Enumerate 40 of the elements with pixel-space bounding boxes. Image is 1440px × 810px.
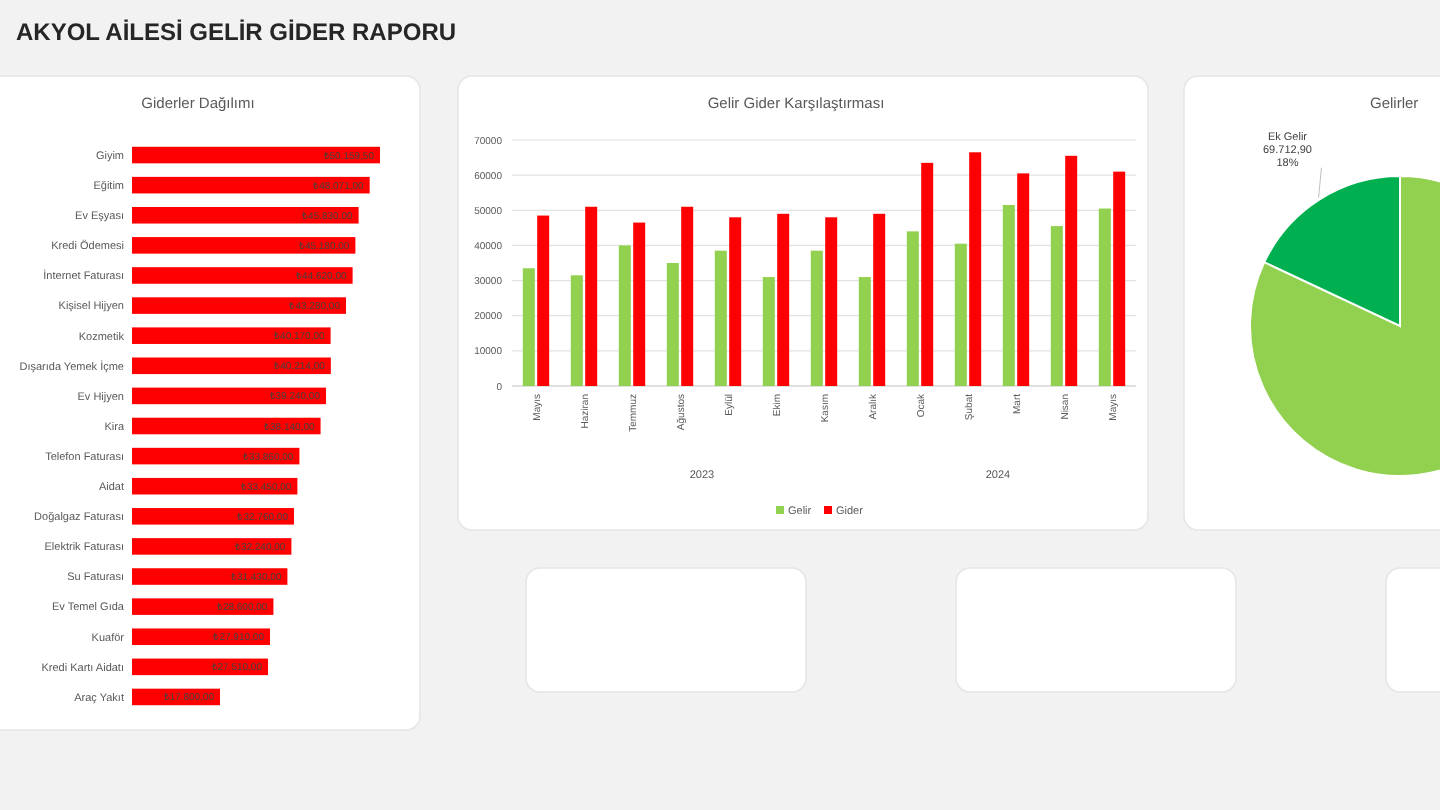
bar [1017,173,1030,386]
bar [825,217,838,386]
bar [1098,208,1111,386]
bar [132,206,359,224]
bar [1065,155,1078,386]
bar [762,277,775,386]
bar [921,162,934,386]
bar [570,275,583,386]
bar [954,243,967,386]
bar [132,508,294,525]
bar [132,568,288,585]
bar [969,152,982,386]
bar [522,268,535,386]
bar [858,277,871,386]
bar [1113,171,1126,386]
bar [132,357,331,375]
bar [1002,205,1015,386]
bar [132,297,346,314]
bar [633,222,646,386]
bar [132,146,380,164]
bar [729,217,742,386]
bar [132,237,356,254]
bar [666,263,679,386]
bar [873,213,886,386]
bar [714,250,727,386]
bar [777,213,790,386]
bar [681,206,694,386]
bar [132,598,274,615]
bar [132,327,331,344]
bar [1050,226,1063,386]
bar [537,215,550,386]
bar [618,245,631,386]
text: AKYOL AİLESİ GELİR GİDER RAPORU [16,18,457,46]
bar [810,250,823,386]
bar [585,206,598,386]
bar [132,267,353,284]
bar [132,176,370,194]
bar [906,231,919,386]
bar [132,628,270,646]
bar [132,538,292,555]
